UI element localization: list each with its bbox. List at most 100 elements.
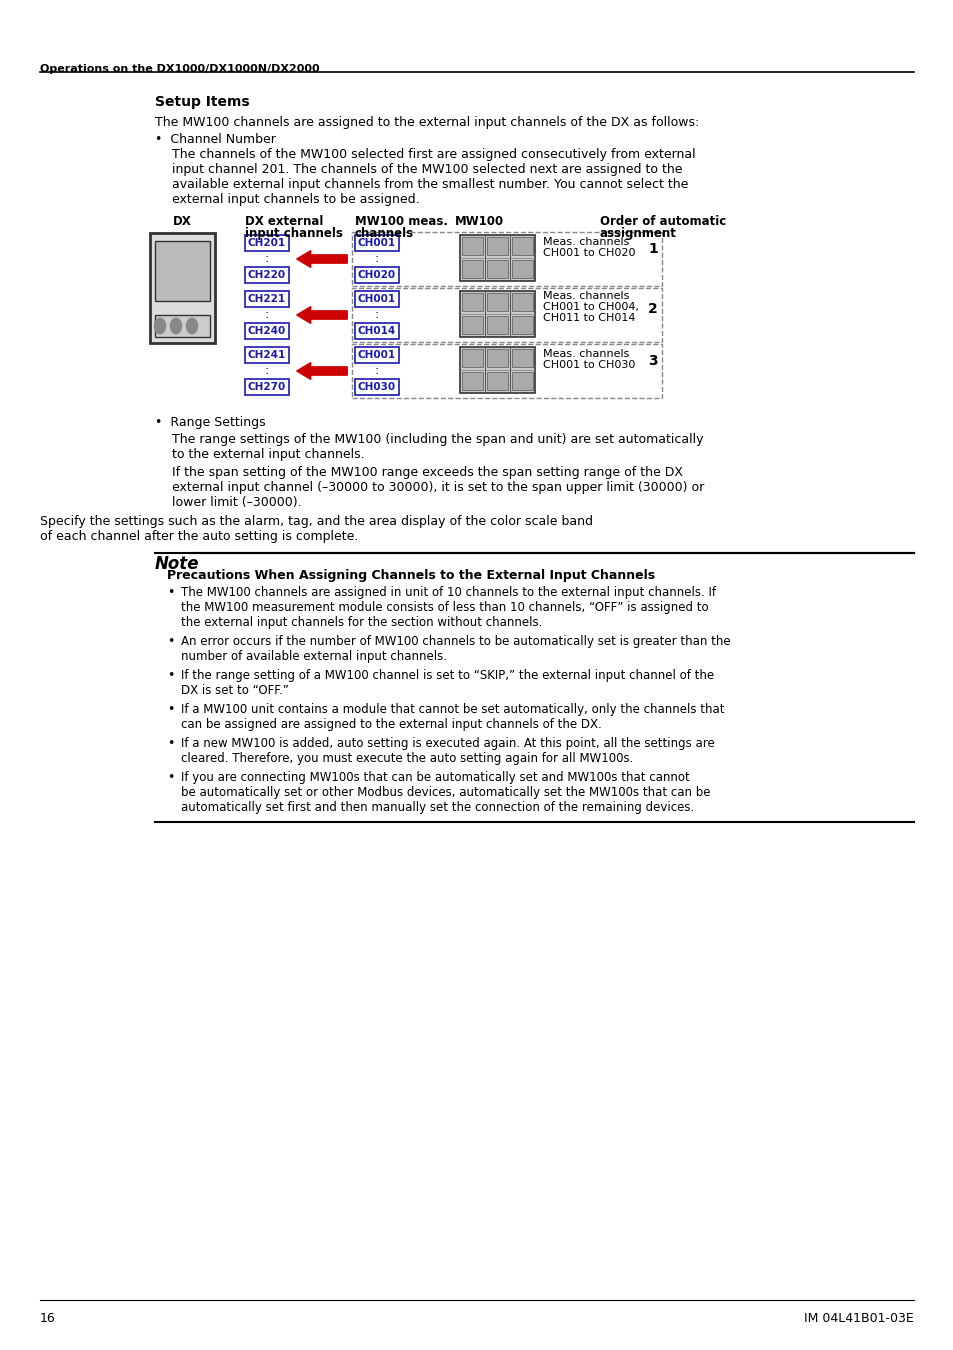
Text: The channels of the MW100 selected first are assigned consecutively from externa: The channels of the MW100 selected first… — [172, 148, 695, 161]
Text: •: • — [167, 586, 174, 599]
Text: 1: 1 — [647, 242, 657, 256]
Circle shape — [186, 319, 197, 333]
Bar — [355, 292, 398, 306]
Bar — [512, 238, 533, 255]
Circle shape — [154, 319, 165, 333]
Text: MW100 meas.: MW100 meas. — [355, 215, 448, 228]
Bar — [355, 267, 398, 284]
Bar — [461, 316, 482, 333]
Bar — [245, 379, 289, 396]
Text: CH240: CH240 — [248, 325, 286, 336]
Bar — [355, 235, 398, 251]
Bar — [486, 316, 507, 333]
Bar — [486, 350, 507, 367]
Text: the MW100 measurement module consists of less than 10 channels, “OFF” is assigne: the MW100 measurement module consists of… — [181, 601, 708, 614]
Bar — [486, 261, 507, 278]
Text: CH221: CH221 — [248, 294, 286, 304]
Text: available external input channels from the smallest number. You cannot select th: available external input channels from t… — [172, 178, 688, 190]
Text: CH001 to CH004,: CH001 to CH004, — [542, 302, 639, 312]
Bar — [512, 316, 533, 333]
Text: The range settings of the MW100 (including the span and unit) are set automatica: The range settings of the MW100 (includi… — [172, 433, 702, 446]
Text: An error occurs if the number of MW100 channels to be automatically set is great: An error occurs if the number of MW100 c… — [181, 634, 730, 648]
Text: CH001 to CH020: CH001 to CH020 — [542, 248, 635, 258]
Text: DX is set to “OFF.”: DX is set to “OFF.” — [181, 684, 289, 697]
Text: If the span setting of the MW100 range exceeds the span setting range of the DX: If the span setting of the MW100 range e… — [172, 466, 682, 479]
Text: :: : — [375, 364, 378, 378]
Text: •: • — [167, 703, 174, 716]
Text: If the range setting of a MW100 channel is set to “SKIP,” the external input cha: If the range setting of a MW100 channel … — [181, 670, 714, 682]
Text: CH014: CH014 — [357, 325, 395, 336]
Text: cleared. Therefore, you must execute the auto setting again for all MW100s.: cleared. Therefore, you must execute the… — [181, 752, 633, 765]
Text: •  Channel Number: • Channel Number — [154, 134, 275, 146]
Bar — [150, 234, 214, 343]
Text: of each channel after the auto setting is complete.: of each channel after the auto setting i… — [40, 531, 358, 543]
Text: CH011 to CH014: CH011 to CH014 — [542, 313, 635, 323]
Bar — [154, 242, 210, 301]
Text: external input channel (–30000 to 30000), it is set to the span upper limit (300: external input channel (–30000 to 30000)… — [172, 481, 703, 494]
Text: channels: channels — [355, 227, 414, 240]
Bar — [245, 267, 289, 284]
Text: CH001: CH001 — [357, 294, 395, 304]
Text: •: • — [167, 737, 174, 751]
Text: Meas. channels: Meas. channels — [542, 350, 629, 359]
Text: •: • — [167, 634, 174, 648]
Text: •  Range Settings: • Range Settings — [154, 416, 265, 429]
Text: Precautions When Assigning Channels to the External Input Channels: Precautions When Assigning Channels to t… — [167, 568, 655, 582]
Text: Note: Note — [154, 555, 199, 572]
Text: :: : — [375, 252, 378, 266]
FancyArrowPatch shape — [296, 251, 347, 267]
Text: 3: 3 — [647, 354, 657, 369]
Bar — [486, 373, 507, 390]
Bar — [461, 293, 482, 310]
Text: CH241: CH241 — [248, 350, 286, 360]
Text: lower limit (–30000).: lower limit (–30000). — [172, 495, 301, 509]
Text: :: : — [265, 309, 269, 321]
Text: •: • — [167, 771, 174, 784]
Text: Specify the settings such as the alarm, tag, and the area display of the color s: Specify the settings such as the alarm, … — [40, 514, 593, 528]
Bar — [461, 238, 482, 255]
Bar — [461, 350, 482, 367]
Bar — [352, 288, 661, 342]
Text: CH001: CH001 — [357, 350, 395, 360]
Bar — [154, 315, 210, 338]
Text: Meas. channels: Meas. channels — [542, 292, 629, 301]
Bar — [512, 293, 533, 310]
Text: Meas. channels: Meas. channels — [542, 238, 629, 247]
Bar — [352, 344, 661, 398]
Text: MW100: MW100 — [455, 215, 503, 228]
Text: can be assigned are assigned to the external input channels of the DX.: can be assigned are assigned to the exte… — [181, 718, 601, 730]
Text: CH201: CH201 — [248, 238, 286, 248]
Text: CH001: CH001 — [357, 238, 395, 248]
Text: IM 04L41B01-03E: IM 04L41B01-03E — [803, 1312, 913, 1324]
Text: the external input channels for the section without channels.: the external input channels for the sect… — [181, 616, 542, 629]
Bar — [245, 323, 289, 339]
Text: CH270: CH270 — [248, 382, 286, 391]
Text: If a MW100 unit contains a module that cannot be set automatically, only the cha: If a MW100 unit contains a module that c… — [181, 703, 723, 716]
Text: :: : — [265, 252, 269, 266]
Bar — [512, 350, 533, 367]
Text: DX external: DX external — [245, 215, 323, 228]
FancyArrowPatch shape — [296, 363, 347, 379]
Text: The MW100 channels are assigned to the external input channels of the DX as foll: The MW100 channels are assigned to the e… — [154, 116, 699, 130]
Text: automatically set first and then manually set the connection of the remaining de: automatically set first and then manuall… — [181, 801, 694, 814]
Text: assignment: assignment — [599, 227, 677, 240]
Text: •: • — [167, 670, 174, 682]
Bar — [355, 323, 398, 339]
Text: If a new MW100 is added, auto setting is executed again. At this point, all the : If a new MW100 is added, auto setting is… — [181, 737, 714, 751]
Text: input channel 201. The channels of the MW100 selected next are assigned to the: input channel 201. The channels of the M… — [172, 163, 681, 176]
Text: be automatically set or other Modbus devices, automatically set the MW100s that : be automatically set or other Modbus dev… — [181, 786, 710, 799]
Bar — [355, 379, 398, 396]
Bar — [459, 235, 535, 281]
Bar — [245, 347, 289, 363]
Text: Setup Items: Setup Items — [154, 95, 250, 109]
Text: 2: 2 — [647, 302, 657, 316]
Text: The MW100 channels are assigned in unit of 10 channels to the external input cha: The MW100 channels are assigned in unit … — [181, 586, 716, 599]
Bar — [245, 292, 289, 306]
Bar — [461, 373, 482, 390]
Text: input channels: input channels — [245, 227, 342, 240]
Text: :: : — [375, 309, 378, 321]
Text: to the external input channels.: to the external input channels. — [172, 448, 364, 460]
Text: CH030: CH030 — [357, 382, 395, 391]
Bar — [245, 235, 289, 251]
Bar — [355, 347, 398, 363]
